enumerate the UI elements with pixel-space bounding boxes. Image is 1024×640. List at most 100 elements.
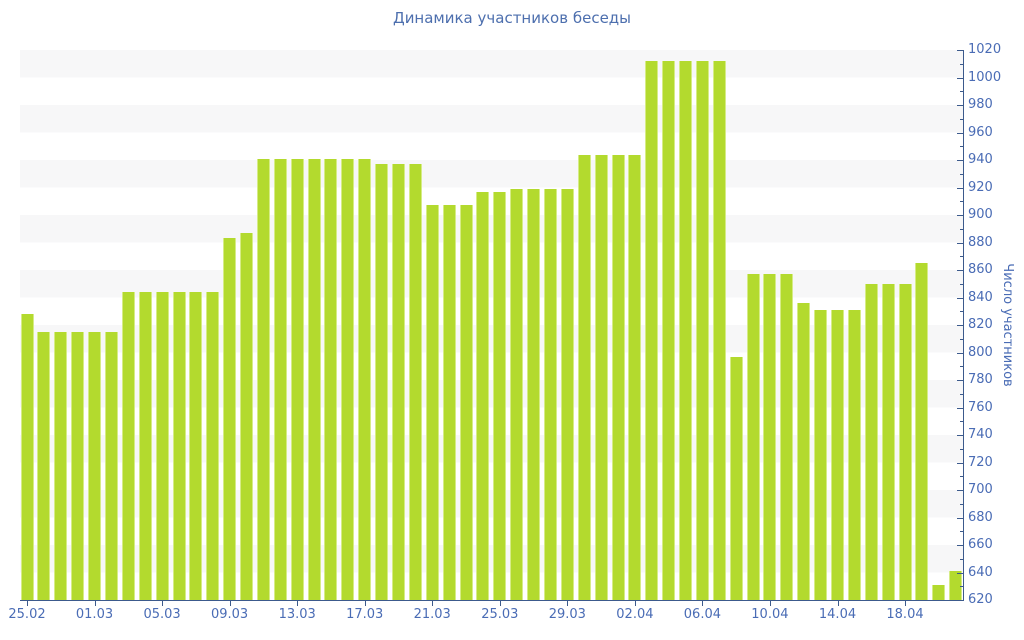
bar-23.03[interactable] [459,205,473,600]
y-tick-label: 1020 [968,42,1002,57]
bar-03.04[interactable] [645,61,659,600]
y-major-tick [957,462,963,464]
y-minor-tick [960,503,963,505]
bar-15.03[interactable] [324,158,338,600]
bar-28.02[interactable] [71,331,85,600]
y-major-tick [957,517,963,519]
y-tick-label: 820 [968,317,993,332]
y-tick-label: 900 [968,207,993,222]
x-tick-label: 17.03 [346,607,384,622]
bar-08.03[interactable] [206,292,220,600]
x-tick [364,601,366,606]
bar-30.03[interactable] [577,154,591,600]
bar-15.04[interactable] [847,309,861,600]
bar-11.04[interactable] [780,274,794,600]
x-tick [769,601,771,606]
y-tick-label: 860 [968,262,993,277]
bar-24.03[interactable] [476,191,490,600]
bar-22.03[interactable] [442,205,456,600]
bar-03.03[interactable] [121,292,135,600]
bar-19.03[interactable] [392,164,405,600]
x-tick [162,601,164,606]
bar-09.04[interactable] [746,274,760,600]
bar-25.02[interactable] [20,314,34,600]
y-tick-label: 980 [968,97,993,112]
bar-18.04[interactable] [898,283,912,600]
bar-26.03[interactable] [510,188,524,600]
x-tick-label: 05.03 [143,607,181,622]
bar-31.03[interactable] [594,154,608,600]
y-minor-tick [960,366,963,368]
y-minor-tick [960,558,963,560]
bar-28.03[interactable] [543,188,557,600]
bar-09.03[interactable] [223,238,237,600]
bar-13.03[interactable] [290,158,304,600]
y-minor-tick [960,173,963,175]
x-tick-label: 06.04 [683,607,721,622]
bar-05.04[interactable] [679,61,692,600]
y-major-tick [957,572,963,574]
y-major-tick [957,270,963,271]
y-minor-tick [960,476,963,478]
y-minor-tick [960,586,963,588]
bar-29.03[interactable] [560,188,574,600]
bar-19.04[interactable] [915,263,929,600]
bar-16.04[interactable] [864,283,878,600]
bar-17.03[interactable] [358,158,372,600]
y-minor-tick [960,146,963,148]
x-tick [229,601,231,606]
bar-07.03[interactable] [189,292,203,600]
y-major-tick [957,215,963,216]
bar-06.03[interactable] [172,292,186,600]
y-tick-label: 660 [968,537,993,552]
x-axis-line [20,600,964,601]
bar-12.04[interactable] [797,303,811,600]
bar-26.02[interactable] [37,331,51,600]
bar-20.03[interactable] [408,164,422,600]
y-major-tick [957,380,963,381]
bar-13.04[interactable] [814,309,828,600]
y-minor-tick [960,531,963,533]
bar-02.03[interactable] [104,331,118,600]
bar-10.03[interactable] [240,232,253,600]
bar-06.04[interactable] [695,61,709,600]
bar-20.04[interactable] [932,584,946,600]
y-minor-tick [960,283,963,285]
y-major-tick [957,545,963,546]
bar-07.04[interactable] [712,61,726,600]
y-tick-label: 680 [968,509,993,525]
bar-17.04[interactable] [881,283,895,600]
bar-11.03[interactable] [256,158,270,600]
y-major-tick [957,297,963,299]
bar-12.03[interactable] [273,158,287,600]
y-major-tick [957,407,963,409]
bar-14.04[interactable] [831,309,844,600]
bar-10.04[interactable] [763,274,777,600]
bar-01.04[interactable] [611,154,625,600]
bar-25.03[interactable] [493,191,507,600]
bar-01.03[interactable] [88,331,101,600]
bar-21.03[interactable] [425,205,439,600]
bar-14.03[interactable] [307,158,321,600]
bar-27.03[interactable] [527,188,541,600]
y-tick-label: 740 [968,427,993,442]
y-major-tick [957,490,963,491]
y-tick-label: 720 [968,454,993,470]
y-axis-title: Число участников [1000,263,1015,387]
bar-04.03[interactable] [138,292,152,600]
bar-21.04[interactable] [949,571,963,600]
bar-27.02[interactable] [54,331,68,600]
x-tick [27,601,28,606]
y-tick-label: 920 [968,179,993,195]
y-tick-label: 800 [968,344,993,360]
bar-16.03[interactable] [341,158,355,600]
bar-08.04[interactable] [729,356,743,600]
y-minor-tick [960,256,963,258]
y-tick-label: 700 [968,482,993,497]
bar-18.03[interactable] [375,164,389,600]
bar-04.04[interactable] [662,61,676,600]
bar-02.04[interactable] [628,154,642,600]
bar-05.03[interactable] [155,292,169,600]
y-major-tick [957,600,963,601]
